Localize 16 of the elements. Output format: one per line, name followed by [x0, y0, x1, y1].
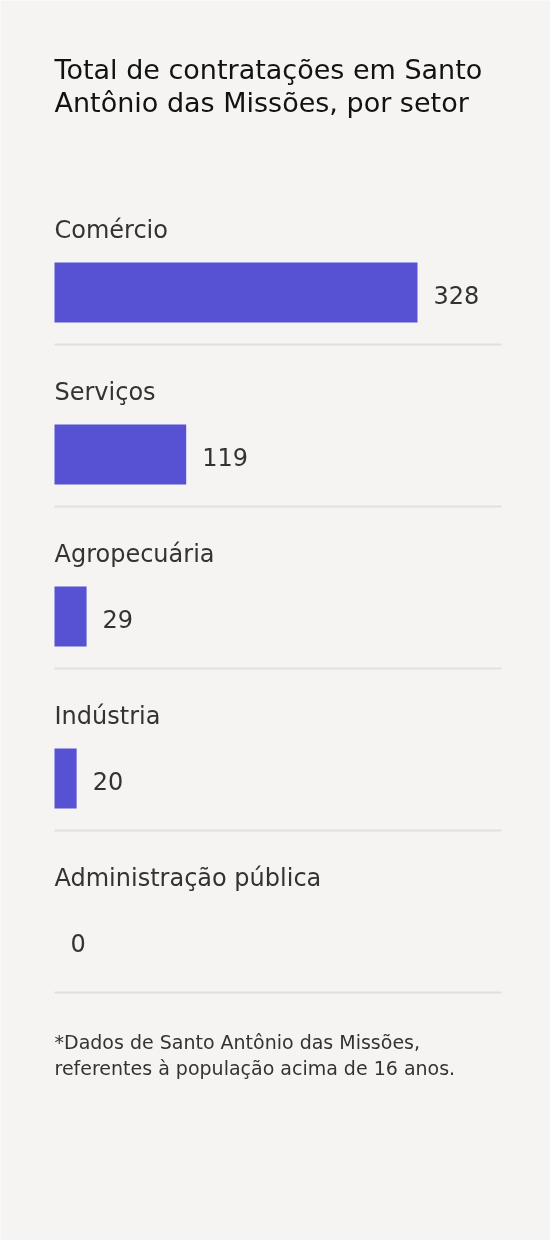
text: *Dados de Santo Antônio das Missões, referentes à população acima de 16 anos.: [54, 1030, 456, 1079]
bar: [54, 262, 418, 323]
data-label: 20: [92, 767, 124, 796]
y-tick-label: Comércio: [54, 215, 168, 244]
bar: [54, 424, 187, 485]
data-label: 119: [202, 443, 249, 472]
data-label: 328: [433, 281, 480, 310]
y-tick-label: Administração pública: [54, 863, 322, 892]
data-label: 0: [70, 929, 86, 958]
data-label: 29: [102, 605, 134, 634]
bar: [54, 586, 87, 647]
bar: [54, 748, 77, 809]
chart-title: Total de contratações em Santo Antônio das Missões, por setor: [53, 54, 483, 118]
y-tick-label: Indústria: [54, 701, 161, 730]
y-tick-label: Serviços: [54, 377, 156, 406]
y-tick-label: Agropecuária: [54, 539, 215, 568]
